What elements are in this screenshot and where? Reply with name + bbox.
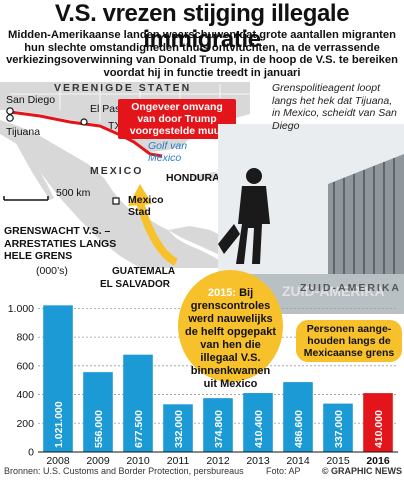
label-sandiego: San Diego: [6, 94, 56, 106]
annotation-2015: 2015: Bij grenscontroles werd nauwelijks…: [178, 270, 283, 390]
annotation-2015-year: 2015:: [207, 287, 236, 299]
bar-value-label: 410.400: [253, 410, 265, 448]
bar-2010: [123, 354, 153, 452]
bar-2009: [83, 372, 113, 452]
footer: Bronnen: U.S. Customs and Border Protect…: [4, 466, 402, 478]
photo-caption: Grenspolitieagent loopt langs het hek da…: [272, 82, 397, 132]
mexicostad-marker: [112, 197, 120, 205]
x-tick-label: 2011: [167, 455, 190, 466]
y-tick-label: 0: [28, 447, 34, 459]
bar-value-label: 1.021.000: [53, 401, 65, 448]
elpaso-marker: [80, 118, 88, 126]
sandiego-marker: [6, 107, 14, 115]
y-tick-label: 1.000: [8, 303, 34, 315]
y-tick-label: 800: [16, 332, 34, 344]
x-tick-label: 2016: [366, 455, 390, 466]
bar-2012: [203, 398, 233, 452]
label-gulf: Golf van Mexico: [148, 140, 188, 164]
annotation-2015-text: Bij grenscontroles werd nauwelijks de he…: [184, 287, 277, 390]
label-elpaso: El Paso: [90, 103, 127, 115]
bar-value-label: 556.000: [93, 410, 105, 448]
bar-2014: [283, 382, 313, 452]
bar-2015: [323, 403, 353, 452]
y-tick-label: 200: [16, 418, 34, 430]
chart-unit: (000’s): [36, 265, 68, 277]
bar-value-label: 337.000: [333, 410, 345, 448]
footer-photo-credit: Foto: AP: [266, 466, 301, 476]
x-tick-label: 2008: [46, 455, 70, 466]
migration-arrow-head: [128, 184, 152, 206]
bar-2011: [163, 404, 193, 452]
page-title: V.S. vrezen stijging illegale immigratie: [54, 0, 350, 53]
bar-value-label: 332.000: [173, 410, 185, 448]
x-tick-label: 2009: [86, 455, 110, 466]
baja-land: [14, 132, 54, 200]
label-guatemala: GUATEMALA: [112, 266, 176, 277]
x-tick-label: 2013: [246, 455, 270, 466]
wall-callout: Ongeveer omvang van door Trump voorgeste…: [118, 99, 236, 139]
label-scale: 500 km: [56, 187, 91, 199]
label-southamerica: ZUID-AMERIKA: [300, 282, 401, 294]
label-mexico: MEXICO: [90, 165, 144, 177]
footer-brand: © GRAPHIC NEWS: [321, 466, 402, 476]
bar-2013: [243, 393, 273, 452]
annotation-people: Personen aange-houden langs de Mexicaans…: [296, 320, 402, 362]
bar-value-label: 677.500: [133, 410, 145, 448]
x-tick-label: 2012: [206, 455, 230, 466]
chart-title: GRENSWACHT V.S. – ARRESTATIES LANGS HELE…: [4, 225, 117, 262]
bar-2016: [363, 393, 393, 452]
label-honduras: HONDURAS: [166, 172, 227, 184]
page-subtitle: Midden-Amerikaanse landen waarschuwen da…: [6, 29, 398, 79]
svg-text:ZUID-AMERIKA: ZUID-AMERIKA: [282, 283, 385, 299]
x-tick-label: 2015: [326, 455, 350, 466]
y-tick-label: 400: [16, 389, 34, 401]
x-tick-label: 2014: [286, 455, 310, 466]
label-tijuana: Tijuana: [6, 126, 41, 138]
y-tick-label: 600: [16, 360, 34, 372]
border-wall-line: [9, 110, 163, 158]
bar-value-label: 410.000: [373, 410, 385, 448]
bar-value-label: 374.800: [213, 410, 225, 448]
mexico-land: [0, 120, 234, 268]
bar-2008: [43, 305, 73, 452]
x-tick-label: 2010: [126, 455, 150, 466]
label-mexicostad: Mexico Stad: [128, 194, 164, 218]
label-us: VERENIGDE STATEN: [54, 82, 192, 94]
migration-arrow: [136, 200, 178, 266]
label-elsalvador: EL SALVADOR: [100, 279, 171, 290]
bar-value-label: 486.600: [293, 410, 305, 448]
arrests-bar-chart: 0 200 400 600 800 1.000 1.021.000 2008 556.000 20…: [8, 303, 398, 466]
tijuana-marker: [6, 114, 14, 122]
footer-source: Bronnen: U.S. Customs and Border Protect…: [4, 466, 244, 476]
